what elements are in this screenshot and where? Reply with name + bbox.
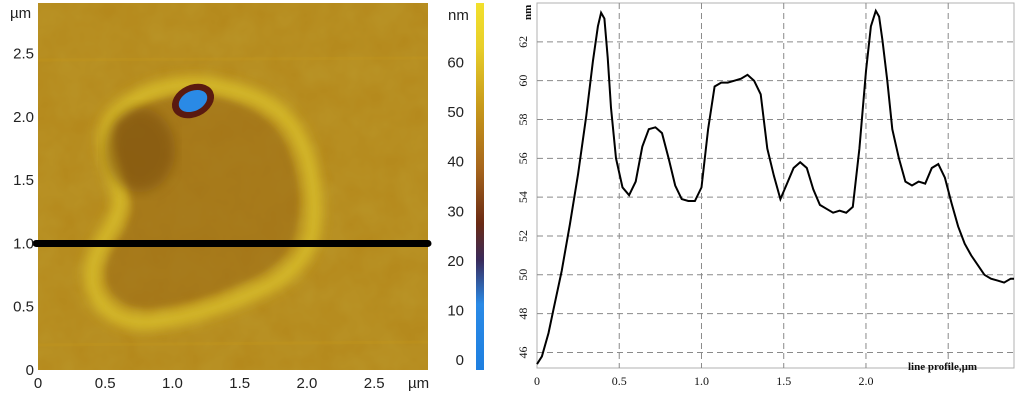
profile-x-tick-2: 1.0 [694, 374, 709, 388]
profile-x-label: line profile,µm [908, 361, 977, 373]
colorbar [476, 3, 484, 370]
afm-x-tick-3: 1.5 [229, 375, 250, 392]
profile-x-tick-3: 1.5 [776, 374, 791, 388]
afm-image-panel: 0 0.5 1.0 1.5 2.0 2.5 0 0.5 1.0 1.5 2.0 2.5 µm µm … [0, 0, 505, 411]
afm-y-tick-5: 2.5 [13, 46, 34, 63]
afm-x-axis: 0 0.5 1.0 1.5 2.0 2.5 [34, 375, 385, 392]
colorbar-tick-3: 30 [447, 203, 464, 220]
profile-y-label: nm [522, 5, 534, 20]
profile-x-tick-0: 0 [534, 374, 540, 388]
afm-y-axis: 0 0.5 1.0 1.5 2.0 2.5 [13, 46, 34, 379]
profile-x-axis: 0 0.5 1.0 1.5 2.0 [534, 374, 873, 388]
afm-x-tick-5: 2.5 [364, 375, 385, 392]
afm-image-area [38, 3, 428, 370]
afm-y-tick-3: 1.5 [13, 172, 34, 189]
afm-x-tick-0: 0 [34, 375, 42, 392]
afm-x-tick-4: 2.0 [297, 375, 318, 392]
dark-depression [105, 108, 175, 192]
profile-y-tick-4: 54 [516, 191, 530, 203]
profile-x-tick-1: 0.5 [612, 374, 627, 388]
profile-y-tick-7: 60 [516, 75, 530, 87]
colorbar-ticks: 0 10 20 30 40 50 60 [447, 55, 464, 370]
colorbar-tick-6: 60 [447, 55, 464, 72]
afm-x-unit: µm [408, 375, 429, 392]
profile-y-tick-2: 50 [516, 269, 530, 281]
colorbar-tick-4: 40 [447, 154, 464, 171]
afm-y-tick-2: 1.0 [13, 235, 34, 252]
profile-y-tick-5: 56 [516, 152, 530, 164]
plot-frame [536, 2, 1015, 369]
afm-x-tick-1: 0.5 [95, 375, 116, 392]
colorbar-tick-2: 20 [447, 253, 464, 270]
profile-y-axis: 46 48 50 52 54 56 58 60 62 [516, 36, 530, 359]
colorbar-tick-0: 0 [456, 352, 464, 369]
profile-x-tick-4: 2.0 [858, 374, 873, 388]
afm-y-tick-0: 0 [26, 362, 34, 379]
afm-height-map: 0 0.5 1.0 1.5 2.0 2.5 00.51.01.52.02.5 µm µm … [10, 3, 484, 392]
colorbar-unit: nm [448, 7, 469, 24]
feature-ridge [84, 77, 322, 330]
profile-y-tick-8: 62 [516, 36, 530, 48]
profile-y-tick-6: 58 [516, 113, 530, 125]
afm-x-tick-2: 1.0 [162, 375, 183, 392]
profile-y-tick-0: 46 [516, 346, 530, 358]
profile-y-tick-3: 52 [516, 230, 530, 242]
profile-y-tick-1: 48 [516, 308, 530, 320]
afm-y-tick-1: 0.5 [13, 299, 34, 316]
peak-spot [178, 89, 208, 113]
afm-y-tick-4: 2.0 [13, 109, 34, 126]
colorbar-tick-5: 50 [447, 104, 464, 121]
afm-y-unit: µm [10, 5, 31, 22]
line-profile-chart: 0 0.5 1.0 1.5 2.0 46 48 50 52 54 56 58 60 62 line pr… [516, 2, 1015, 388]
series-line [536, 8, 1014, 365]
colorbar-tick-1: 10 [447, 302, 464, 319]
line-profile-panel: 0 0.5 1.0 1.5 2.0 46 48 50 52 54 56 58 60 62 line pr… [515, 0, 1023, 411]
